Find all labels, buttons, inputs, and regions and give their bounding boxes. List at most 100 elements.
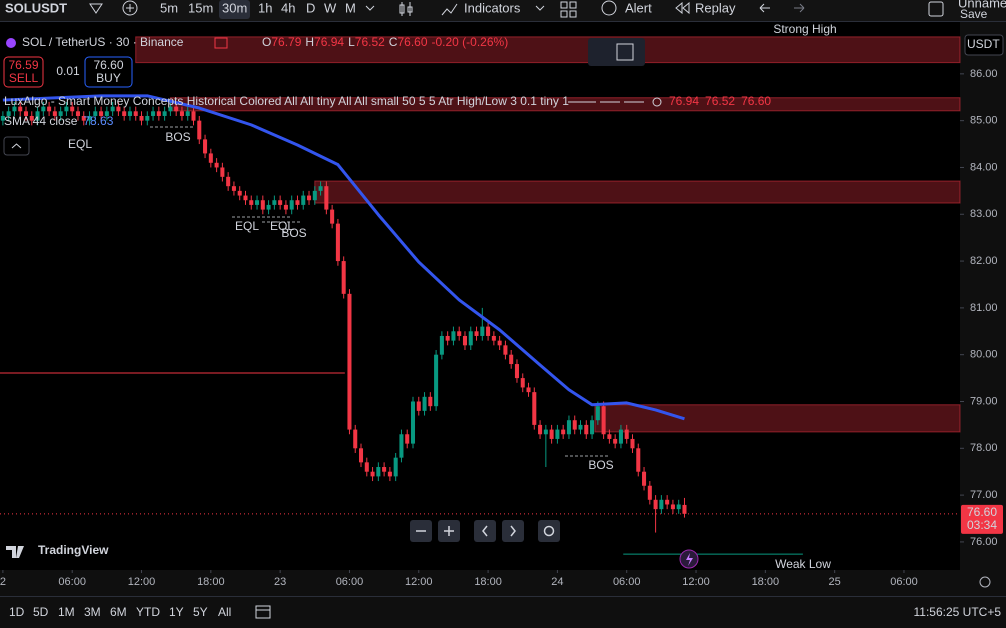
range-button[interactable]: 3M xyxy=(84,605,101,619)
reset[interactable] xyxy=(538,520,560,542)
interval-button[interactable]: M xyxy=(345,0,356,15)
icon-goto-date[interactable] xyxy=(255,605,271,619)
save-button[interactable]: Save xyxy=(960,7,988,21)
icon-plus xyxy=(444,526,454,536)
range-button[interactable]: 5D xyxy=(33,605,49,619)
y-tick-label: 80.00 xyxy=(970,349,998,361)
buy-label[interactable]: BUY xyxy=(96,71,121,85)
icon-compare[interactable] xyxy=(122,0,138,16)
icon-indicators[interactable] xyxy=(441,3,458,16)
candle-body xyxy=(370,471,375,477)
interval-button[interactable]: D xyxy=(306,0,315,15)
icon-templates[interactable] xyxy=(560,1,577,18)
y-tick-label: 83.00 xyxy=(970,208,998,220)
sell-price[interactable]: 76.59 xyxy=(8,58,38,72)
icon-right xyxy=(510,525,516,537)
sell-button[interactable] xyxy=(3,56,44,88)
alert-button[interactable]: Alert xyxy=(625,0,652,15)
icon-symbol[interactable] xyxy=(89,3,103,14)
candle-body xyxy=(231,186,236,191)
range-button[interactable]: YTD xyxy=(136,605,160,619)
candle-body xyxy=(116,106,121,112)
interval-button[interactable]: 1h xyxy=(258,0,272,15)
candle-body xyxy=(197,120,202,140)
candle-body xyxy=(520,378,525,388)
candle-body xyxy=(590,420,595,435)
icon-plus xyxy=(126,4,134,12)
range-button[interactable]: 5Y xyxy=(193,605,208,619)
candle-body xyxy=(122,111,127,116)
y-tick-label: 85.00 xyxy=(970,115,998,127)
candle-body xyxy=(647,485,652,500)
candle-body xyxy=(139,115,144,121)
icon-undo[interactable] xyxy=(759,3,770,13)
candle-body xyxy=(358,448,364,463)
clock: 11:56:25 UTC+5 xyxy=(914,605,1002,619)
candle-body xyxy=(301,195,306,205)
candle-body xyxy=(295,200,300,205)
replay-button[interactable]: Replay xyxy=(695,0,736,15)
candle-body xyxy=(35,111,40,121)
candle-body xyxy=(607,434,612,439)
candle-body xyxy=(156,111,161,116)
buy-price[interactable]: 76.60 xyxy=(93,58,123,72)
range-button[interactable]: 6M xyxy=(110,605,127,619)
intervals: 5m 15m 30m 1h 4h D W M xyxy=(160,0,356,15)
candle-body xyxy=(185,111,190,116)
candle-body xyxy=(87,115,92,121)
candle-body xyxy=(670,504,675,510)
candle-body xyxy=(538,424,543,435)
candle-body xyxy=(168,106,173,112)
sell-label[interactable]: SELL xyxy=(9,71,39,85)
sma-legend: SMA 44 close 78.63 xyxy=(4,114,114,128)
scroll-right[interactable] xyxy=(502,520,524,542)
icon-settings[interactable] xyxy=(979,576,991,588)
candle-body xyxy=(335,223,340,262)
layout-name[interactable]: Unnamed xyxy=(958,0,1006,10)
last-price-tag xyxy=(961,504,1003,534)
interval-button[interactable]: 5m xyxy=(160,0,178,15)
icon-redo[interactable] xyxy=(794,3,805,13)
icon-flag[interactable] xyxy=(214,37,228,49)
icon-hidden xyxy=(652,97,662,107)
candle-body xyxy=(613,438,618,444)
countdown: 03:34 xyxy=(967,518,997,532)
x-tick-label: 24 xyxy=(551,576,563,588)
currency[interactable]: USDT xyxy=(967,37,1000,51)
interval-button[interactable]: 15m xyxy=(188,0,213,15)
interval-button[interactable]: 4h xyxy=(281,0,295,15)
candle-body xyxy=(549,429,554,439)
candle-body xyxy=(491,335,496,341)
range-button[interactable]: All xyxy=(218,605,231,619)
x-tick-label: 06:00 xyxy=(890,576,918,588)
icon-replay[interactable] xyxy=(675,1,690,15)
icon-select[interactable] xyxy=(616,43,634,61)
y-tick-label: 82.00 xyxy=(970,255,998,267)
interval-button[interactable]: W xyxy=(324,0,337,15)
icon-chart-type[interactable] xyxy=(399,2,413,16)
candle-body xyxy=(47,106,52,112)
collapse-legend[interactable] xyxy=(3,136,30,156)
candle-body xyxy=(642,471,647,486)
interval-button[interactable]: 30m xyxy=(222,0,247,15)
range-button[interactable]: 1M xyxy=(58,605,75,619)
o-value: 76.79 xyxy=(271,35,301,49)
candle-body xyxy=(237,190,242,196)
icon-dropdown[interactable] xyxy=(365,5,375,11)
candle-body xyxy=(12,106,17,112)
currency-button[interactable] xyxy=(964,34,1004,56)
scroll-left[interactable] xyxy=(474,520,496,542)
icon-dropdown[interactable] xyxy=(535,5,545,11)
buy-button[interactable] xyxy=(84,56,133,88)
icon-collapse xyxy=(11,143,22,149)
x-tick-label: 06:00 xyxy=(336,576,364,588)
icon-alert[interactable] xyxy=(601,0,617,16)
range-button[interactable]: 1D xyxy=(9,605,25,619)
indicators-button[interactable]: Indicators xyxy=(464,0,521,15)
range-button[interactable]: 1Y xyxy=(169,605,184,619)
candle-body xyxy=(532,392,537,425)
icon-layout[interactable] xyxy=(928,1,944,17)
symbol[interactable]: SOLUSDT xyxy=(5,0,67,15)
last-price-label: 76.60 xyxy=(967,505,997,519)
